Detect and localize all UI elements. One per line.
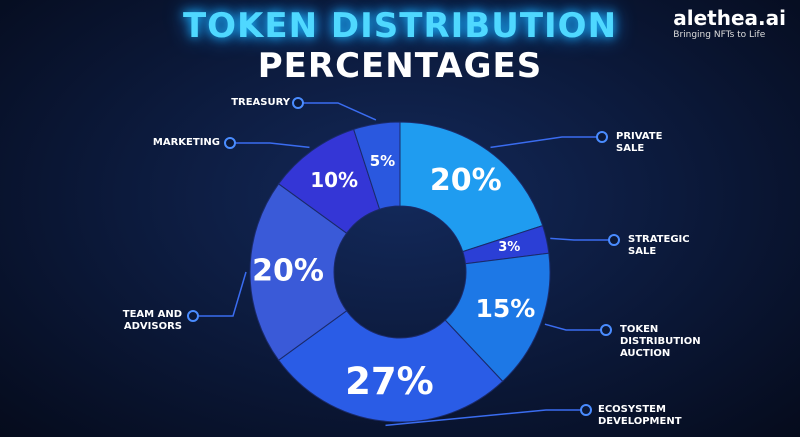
category-label: TREASURY: [231, 97, 290, 108]
category-label: STRATEGIC SALE: [628, 234, 690, 257]
connector-dot: [224, 137, 236, 149]
donut-slice: [249, 183, 348, 361]
connector-dot: [292, 97, 304, 109]
value-label: 10%: [310, 168, 358, 192]
donut-slice: [277, 310, 504, 423]
donut-slice: [353, 121, 401, 210]
connector-dot: [608, 234, 620, 246]
brand-tagline: Bringing NFTs to Life: [673, 30, 766, 40]
brand[interactable]: alethea.ai Bringing NFTs to Life: [673, 6, 786, 40]
chart-subtitle: PERCENTAGES: [257, 46, 543, 86]
connector: [193, 271, 247, 317]
connector: [544, 323, 606, 331]
value-label: 15%: [475, 294, 535, 323]
value-label: 5%: [370, 152, 395, 170]
value-label: 20%: [252, 254, 324, 289]
brand-name: alethea.ai: [673, 6, 786, 30]
connector-dot: [600, 324, 612, 336]
category-label: ECOSYSTEM DEVELOPMENT: [598, 404, 682, 427]
connector: [550, 237, 614, 241]
connector: [298, 102, 377, 121]
category-label: TEAM AND ADVISORS: [122, 309, 182, 332]
connector-dot: [596, 131, 608, 143]
connector: [230, 142, 310, 149]
value-label: 27%: [345, 360, 434, 403]
value-label: 3%: [498, 240, 520, 255]
category-label: MARKETING: [152, 137, 220, 148]
connector-dot: [580, 404, 592, 416]
connector: [385, 409, 586, 427]
donut-slice: [399, 121, 544, 253]
category-label: PRIVATE SALE: [616, 131, 663, 154]
connector: [490, 136, 602, 149]
chart-title: TOKEN DISTRIBUTION: [182, 6, 618, 46]
category-label: TOKEN DISTRIBUTION AUCTION: [620, 324, 701, 359]
value-label: 20%: [430, 163, 502, 198]
connector-dot: [187, 310, 199, 322]
